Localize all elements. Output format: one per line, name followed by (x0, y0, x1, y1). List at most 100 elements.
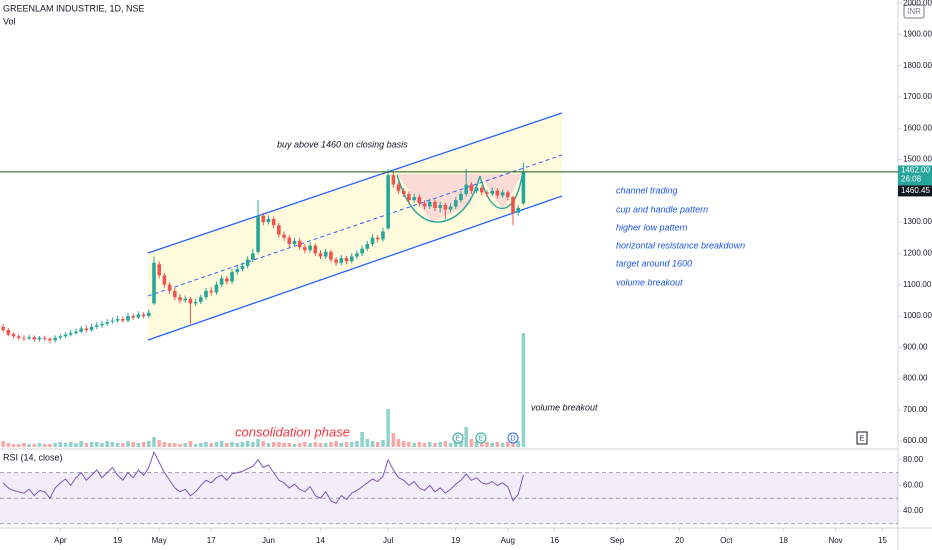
candle-body (292, 240, 297, 244)
volume-bar (240, 442, 245, 447)
y-tick-label: 1300.00 (903, 217, 932, 226)
candle-body (11, 334, 16, 337)
candle-body (256, 215, 260, 252)
candle-body (443, 204, 448, 210)
volume-bar (277, 442, 281, 447)
volume-bar (292, 444, 297, 447)
candle-body (105, 322, 109, 324)
volume-bar (251, 442, 255, 447)
x-tick-label: 15 (878, 536, 887, 545)
volume-bar (318, 443, 323, 447)
candle-body (474, 187, 479, 191)
candle-body (157, 264, 162, 276)
candle-body (27, 337, 31, 339)
volume-bar (287, 443, 292, 447)
annotation: volume breakout (616, 277, 683, 287)
candle-body (427, 201, 432, 207)
x-tick-label: Apr (54, 536, 67, 545)
volume-bar (500, 443, 505, 447)
candle-body (464, 184, 468, 194)
volume-bar (381, 440, 385, 447)
last-price-label: 1462.00 (901, 166, 930, 175)
channel-fill (148, 113, 562, 340)
candle-body (505, 192, 510, 198)
candle-body (313, 245, 318, 254)
candle-body (381, 231, 385, 240)
candle-body (282, 234, 286, 238)
candle-body (22, 337, 26, 339)
candle-body (433, 201, 437, 209)
volume-bar (308, 443, 312, 447)
candle-body (271, 218, 276, 226)
volume-bar (178, 444, 182, 447)
volume-bar (183, 443, 188, 447)
candle-body (438, 204, 442, 209)
annotation: buy above 1460 on closing basis (277, 139, 408, 149)
candle-body (407, 193, 411, 201)
y-tick-label: 1800.00 (903, 61, 932, 70)
volume-bar (443, 441, 448, 447)
x-tick-label: 17 (207, 536, 216, 545)
volume-bar (167, 443, 172, 447)
candle-body (297, 240, 302, 248)
candle-body (225, 278, 229, 282)
candle-body (131, 315, 135, 318)
event-label: E (860, 435, 865, 442)
candle-body (349, 256, 354, 262)
candle-body (417, 197, 422, 204)
volume-bar (438, 442, 442, 447)
volume-bar (313, 442, 318, 447)
candle-body (412, 197, 416, 201)
candle-body (261, 215, 266, 223)
candle-body (84, 328, 89, 331)
annotation: channel trading (616, 185, 678, 195)
y-tick-label: 1100.00 (903, 280, 932, 289)
volume-bar (199, 443, 203, 447)
volume-bar (58, 442, 63, 447)
volume-bar (271, 442, 276, 447)
y-tick-label: 2000.00 (903, 0, 932, 7)
volume-bar (261, 441, 266, 447)
volume-bar (329, 442, 333, 447)
volume-bar (162, 442, 167, 447)
candle-body (360, 248, 364, 254)
line-price-label: 1460.45 (901, 186, 930, 195)
annotation: higher low pattern (616, 222, 688, 232)
rsi-tick-label: 60.00 (903, 481, 924, 490)
y-tick-label: 600.00 (903, 436, 928, 445)
candle-body (245, 259, 250, 266)
volume-bar (474, 441, 479, 447)
channel-bottom (147, 195, 563, 341)
candle-body (422, 203, 427, 207)
currency-box (903, 4, 925, 19)
volume-bar (422, 443, 427, 447)
volume-bar (365, 439, 370, 447)
y-tick-label: 1500.00 (903, 155, 932, 164)
annotation: consolidation phase (235, 424, 350, 439)
candle-body (126, 315, 130, 321)
candle-body (370, 237, 375, 244)
candle-body (355, 253, 359, 257)
volume-bar (219, 441, 224, 447)
annotation: target around 1600 (616, 258, 692, 268)
volume-bar (230, 442, 234, 447)
volume-bar (105, 441, 109, 447)
x-tick-label: Jun (262, 536, 275, 545)
candle-body (193, 301, 198, 304)
candle-body (42, 337, 47, 339)
channel-top (147, 112, 563, 254)
candle-body (89, 326, 94, 331)
volume-bar (100, 443, 104, 447)
volume-bar (355, 441, 359, 447)
rsi-tick-label: 80.00 (903, 455, 924, 464)
candle-body (204, 290, 208, 298)
candle-body (516, 208, 520, 213)
candle-body (188, 298, 193, 304)
volume-bar (245, 441, 250, 447)
volume-bar (173, 443, 177, 447)
y-tick-label: 1200.00 (903, 248, 932, 257)
rsi-line (2, 450, 524, 504)
candle-body (48, 338, 52, 341)
